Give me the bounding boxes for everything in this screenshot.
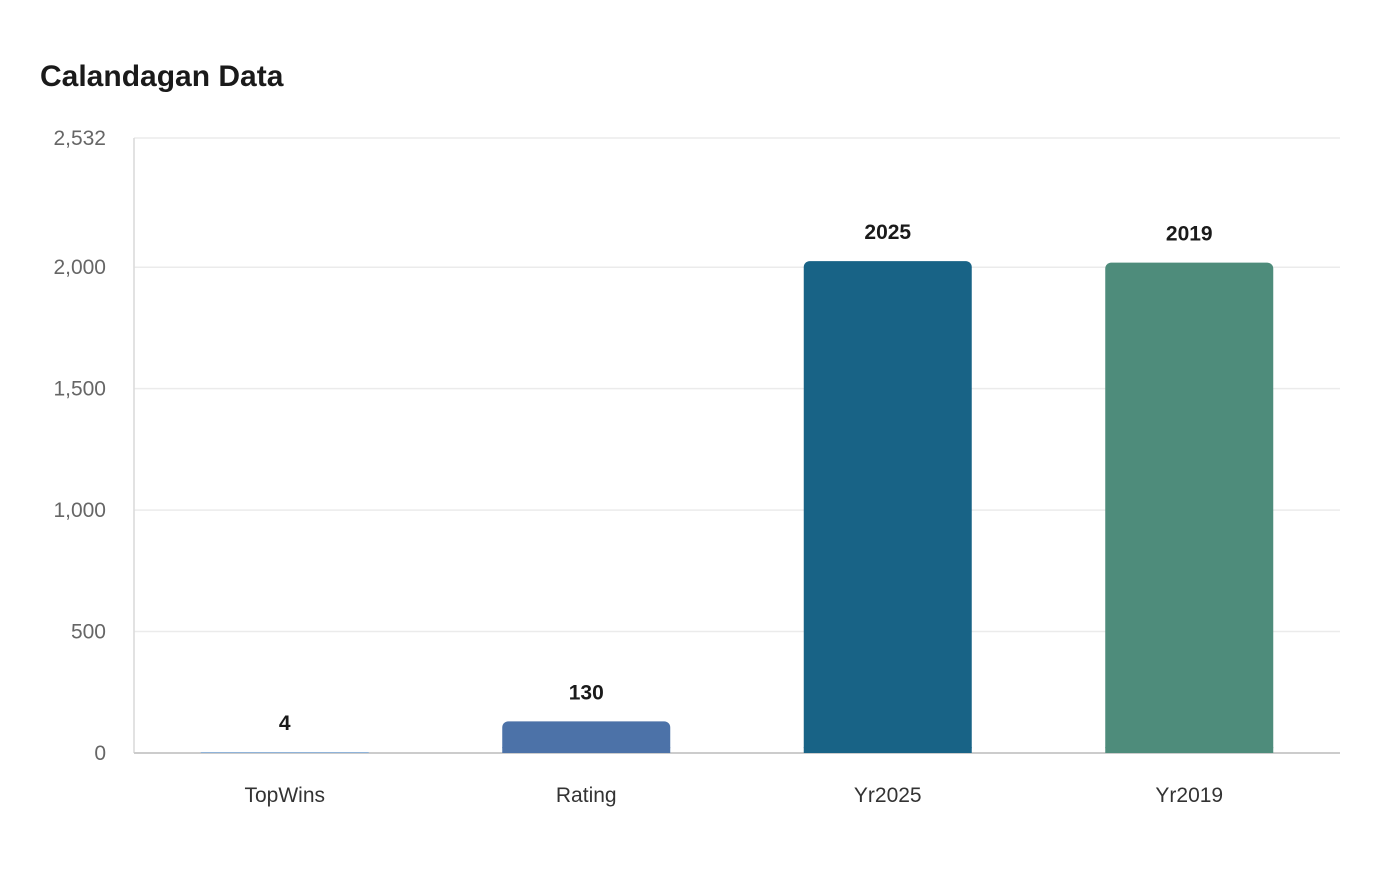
y-tick-label: 2,000 — [53, 256, 106, 279]
y-tick-label: 500 — [71, 621, 106, 644]
y-tick-label: 1,000 — [53, 499, 106, 522]
category-labels: TopWins Rating Yr2025 Yr2019 — [244, 784, 1223, 807]
value-label-yr2025: 2025 — [864, 221, 911, 244]
bar-yr2019 — [1105, 263, 1273, 753]
value-labels: 4 130 2025 2019 — [279, 221, 1213, 735]
bar-yr2025 — [804, 261, 972, 753]
bar-base-yr2019 — [1105, 747, 1273, 753]
value-label-rating: 130 — [569, 681, 604, 704]
y-tick-label: 2,532 — [53, 127, 106, 150]
value-label-topwins: 4 — [279, 712, 291, 735]
category-label-rating: Rating — [556, 784, 617, 807]
bar-base-rating — [502, 747, 670, 753]
value-label-yr2019: 2019 — [1166, 223, 1213, 246]
bar-base-yr2025 — [804, 747, 972, 753]
category-label-topwins: TopWins — [244, 784, 325, 807]
bars — [201, 261, 1274, 753]
category-label-yr2025: Yr2025 — [854, 784, 922, 807]
y-tick-label: 1,500 — [53, 378, 106, 401]
category-label-yr2019: Yr2019 — [1155, 784, 1223, 807]
y-tick-labels: 0 500 1,000 1,500 2,000 2,532 — [53, 127, 106, 765]
y-tick-label: 0 — [94, 742, 106, 765]
